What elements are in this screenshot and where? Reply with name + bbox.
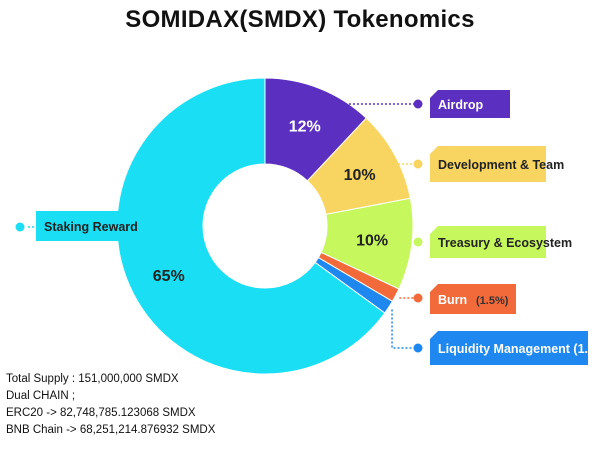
- total-supply-text: Total Supply : 151,000,000 SMDX: [6, 373, 179, 385]
- leader-line-liquidity-management: [391, 309, 418, 349]
- slice-staking-reward: [116, 77, 386, 375]
- legend-label-staking-reward: Staking Reward: [44, 220, 138, 234]
- leader-dot-development-team: [413, 159, 423, 169]
- leader-dot-treasury-ecosystem: [413, 237, 423, 247]
- donut-slices: [116, 77, 414, 375]
- legend-label-development-team: Development & Team: [438, 158, 564, 172]
- dual-chain-text: Dual CHAIN ;: [6, 390, 76, 402]
- legend-label-treasury-ecosystem: Treasury & Ecosystem: [438, 236, 572, 250]
- legend-label-liquidity-management: Liquidity Management (1.5%): [438, 342, 600, 356]
- legend-box-liquidity-management: [430, 331, 588, 365]
- chart-title: SOMIDAX(SMDX) Tokenomics: [125, 6, 475, 33]
- legend-label-burn: Burn: [438, 293, 467, 307]
- leader-dot-liquidity-management: [413, 343, 423, 353]
- legend-label-airdrop: Airdrop: [438, 98, 484, 112]
- legend-box-treasury-ecosystem: [430, 226, 546, 258]
- legend-box-staking-reward: [36, 211, 156, 241]
- leader-dot-staking-reward: [15, 222, 25, 232]
- slice-value-labels: 12% 10% 10% 65%: [153, 119, 388, 285]
- legend: Airdrop Development & Team Treasury & Ecos…: [15, 90, 600, 365]
- erc20-supply-text: ERC20 -> 82,748,785.123068 SMDX: [6, 407, 196, 419]
- legend-box-burn: [430, 284, 516, 314]
- bnb-supply-text: BNB Chain -> 68,251,214.876932 SMDX: [6, 424, 216, 436]
- slice-value-label-treasury-ecosystem: 10%: [356, 233, 388, 250]
- leader-dot-burn: [413, 293, 423, 303]
- supply-info: Total Supply : 151,000,000 SMDX Dual CHA…: [6, 371, 215, 439]
- legend-box-airdrop: [430, 90, 510, 118]
- legend-suffix-burn: (1.5%): [476, 295, 509, 307]
- leader-dot-airdrop: [413, 99, 423, 109]
- legend-box-development-team: [430, 146, 546, 182]
- slice-value-label-airdrop: 12%: [289, 119, 321, 136]
- slice-value-label-development-team: 10%: [344, 167, 376, 184]
- slice-value-label-staking-reward: 65%: [153, 268, 185, 285]
